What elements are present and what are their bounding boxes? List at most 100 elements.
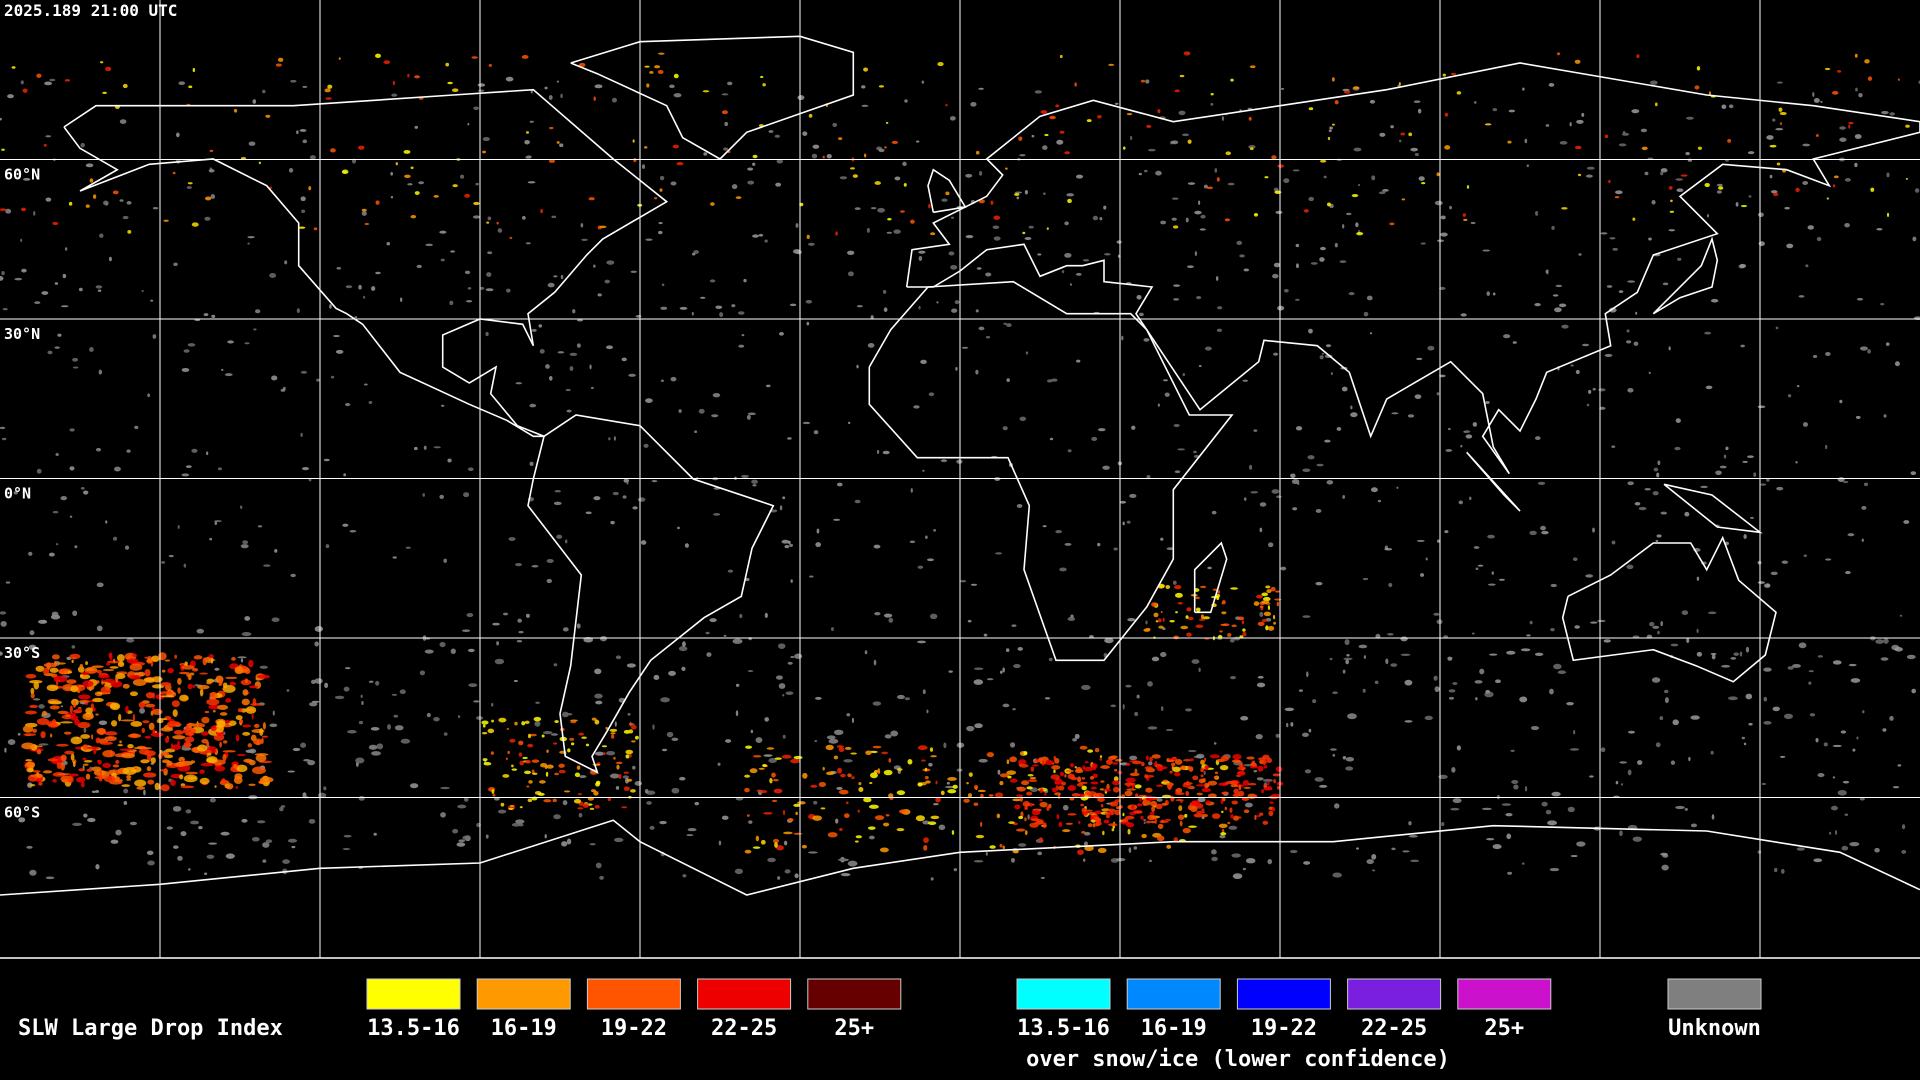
cloud: [1171, 197, 1179, 200]
cloud: [325, 544, 330, 549]
cloud: [95, 680, 100, 684]
cloud: [611, 97, 617, 103]
cloud: [143, 677, 156, 683]
cloud: [1176, 787, 1183, 794]
cloud: [1178, 110, 1186, 116]
cloud: [50, 733, 53, 738]
cloud: [201, 731, 209, 736]
cloud: [549, 126, 554, 130]
cloud: [443, 558, 447, 563]
cloud: [1824, 67, 1831, 71]
cloud: [956, 459, 963, 464]
cloud: [1103, 819, 1110, 824]
cloud: [1773, 192, 1779, 197]
cloud: [833, 518, 841, 521]
cloud: [723, 634, 727, 637]
cloud: [632, 506, 638, 510]
cloud: [691, 311, 694, 316]
cloud: [129, 674, 141, 680]
cloud: [968, 772, 973, 777]
cloud: [529, 403, 537, 408]
cloud: [1903, 520, 1910, 524]
cloud: [589, 807, 595, 811]
cloud: [395, 162, 398, 166]
cloud: [1012, 798, 1022, 802]
cloud: [154, 782, 160, 791]
cloud: [1451, 767, 1456, 773]
cloud: [0, 426, 6, 430]
legend: SLW Large Drop Index over snow/ice (lowe…: [18, 978, 1762, 1072]
cloud: [1230, 784, 1238, 788]
cloud: [760, 75, 764, 79]
cloud: [747, 412, 756, 416]
cloud: [349, 530, 357, 533]
cloud: [787, 818, 794, 822]
cloud: [1345, 756, 1355, 762]
cloud: [85, 661, 89, 666]
cloud: [1524, 138, 1528, 144]
cloud: [1115, 858, 1126, 862]
cloud: [1182, 373, 1186, 377]
cloud: [864, 650, 868, 655]
cloud: [1471, 632, 1475, 635]
cloud: [1336, 427, 1342, 431]
cloud: [917, 782, 923, 787]
cloud: [705, 631, 710, 635]
cloud: [462, 835, 471, 841]
cloud: [60, 305, 69, 308]
cloud: [1121, 335, 1124, 341]
cloud: [204, 710, 210, 714]
cloud: [825, 771, 835, 776]
cloud: [1710, 652, 1717, 656]
cloud: [1024, 817, 1027, 822]
cloud: [1863, 482, 1869, 487]
cloud: [40, 731, 46, 739]
cloud: [358, 720, 364, 725]
cloud: [1028, 779, 1038, 783]
cloud: [1837, 789, 1847, 796]
cloud: [191, 222, 199, 227]
cloud: [127, 744, 134, 749]
cloud: [1231, 624, 1237, 628]
cloud: [301, 466, 310, 471]
cloud: [985, 272, 992, 277]
cloud: [1064, 542, 1072, 546]
cloud: [1051, 787, 1057, 793]
cloud: [1289, 849, 1298, 854]
cloud: [106, 662, 111, 666]
cloud: [1058, 821, 1063, 828]
cloud-layer: [0, 51, 1920, 881]
cloud: [190, 820, 200, 825]
cloud: [547, 282, 555, 288]
cloud: [885, 814, 890, 817]
cloud: [713, 513, 721, 516]
cloud: [4, 747, 7, 753]
cloud: [988, 794, 994, 797]
cloud: [1224, 218, 1231, 222]
cloud: [747, 180, 755, 185]
cloud: [1136, 295, 1142, 300]
cloud: [23, 177, 31, 181]
cloud: [546, 764, 554, 769]
cloud: [26, 767, 34, 773]
cloud: [532, 772, 538, 775]
cloud: [218, 677, 223, 686]
cloud: [1436, 239, 1445, 243]
cloud: [1779, 755, 1786, 758]
cloud: [1100, 780, 1105, 783]
cloud: [103, 775, 116, 783]
cloud: [1408, 821, 1412, 826]
cloud: [744, 774, 751, 778]
cloud: [1772, 118, 1776, 122]
cloud: [952, 784, 958, 789]
cloud: [634, 735, 639, 740]
graticule: [0, 0, 1920, 958]
cloud: [935, 797, 941, 803]
cloud: [1237, 790, 1245, 797]
cloud: [36, 73, 42, 78]
cloud: [1883, 638, 1889, 644]
cloud: [45, 135, 52, 138]
cloud: [468, 683, 478, 688]
cloud: [1524, 786, 1528, 792]
cloud: [1308, 196, 1315, 202]
